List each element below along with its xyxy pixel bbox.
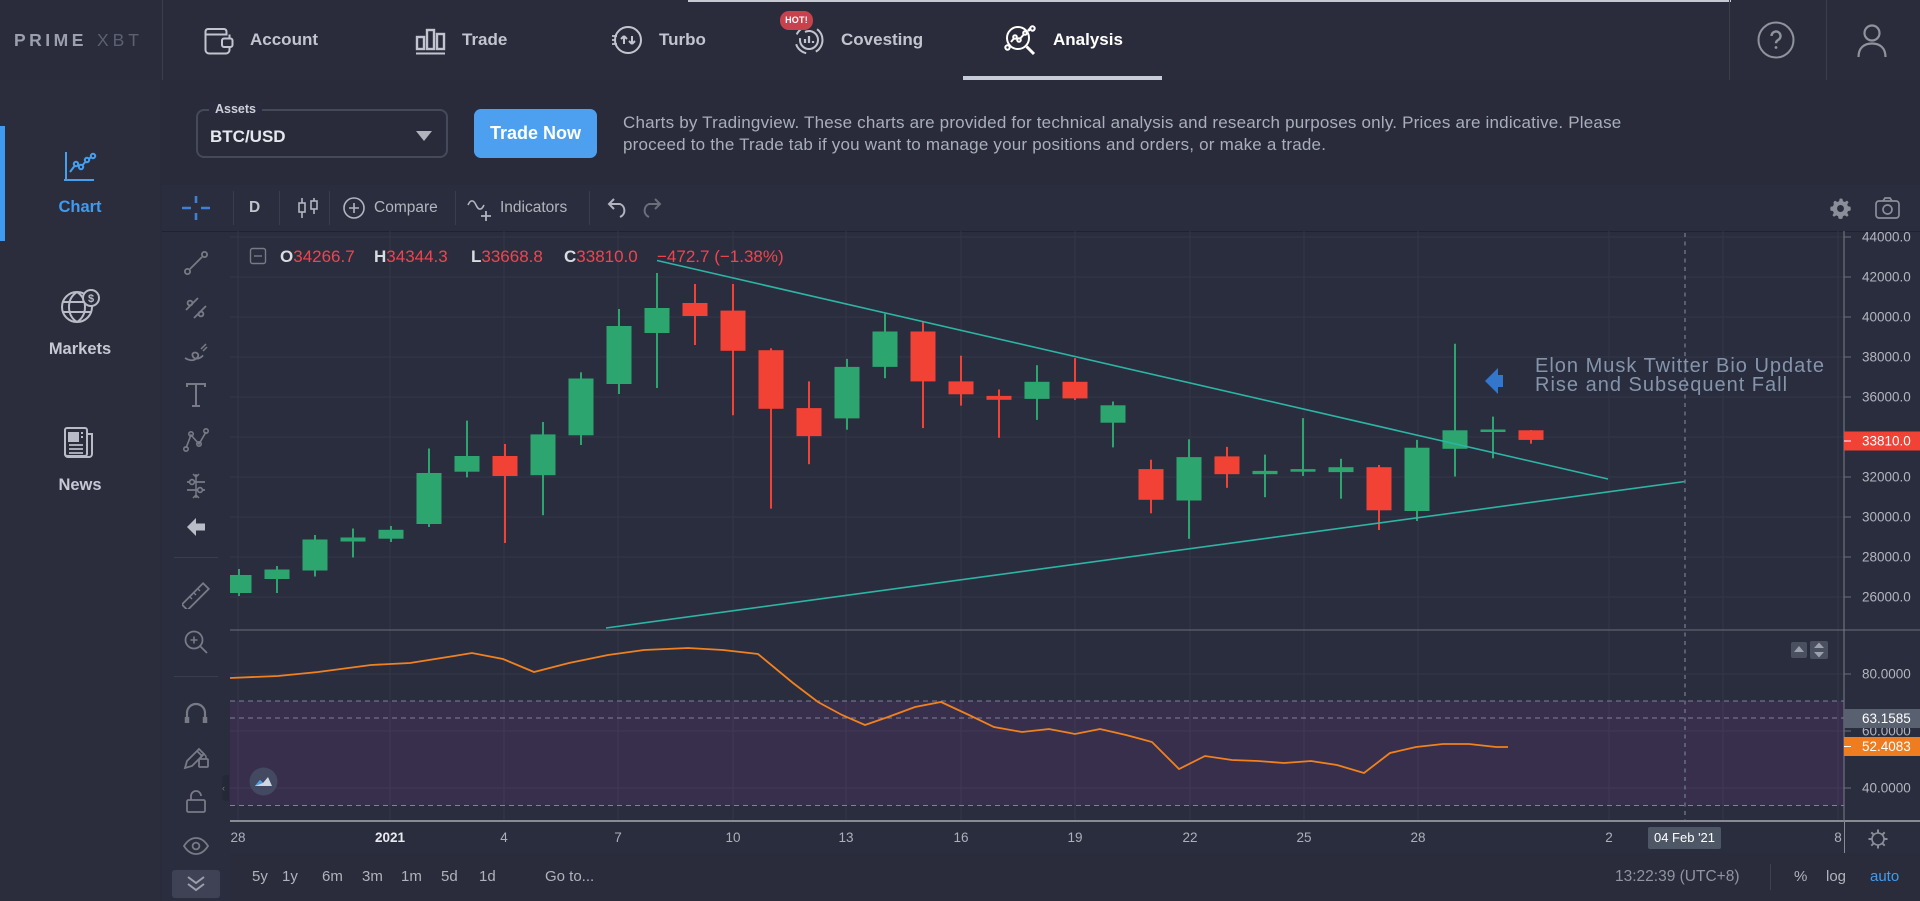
svg-text:32000.0: 32000.0 xyxy=(1862,470,1911,485)
svg-text:80.0000: 80.0000 xyxy=(1862,667,1911,682)
svg-text:33810.0: 33810.0 xyxy=(1862,434,1911,449)
svg-text:26000.0: 26000.0 xyxy=(1862,590,1911,605)
svg-text:Elon Musk Twitter Bio Update: Elon Musk Twitter Bio Update xyxy=(1535,355,1825,377)
svg-text:L33668.8: L33668.8 xyxy=(471,247,543,266)
svg-text:36000.0: 36000.0 xyxy=(1862,390,1911,405)
svg-text:C33810.0: C33810.0 xyxy=(564,247,638,266)
svg-text:63.1585: 63.1585 xyxy=(1862,711,1911,726)
svg-text:52.4083: 52.4083 xyxy=(1862,739,1911,754)
svg-text:O34266.7: O34266.7 xyxy=(280,247,355,266)
svg-text:H34344.3: H34344.3 xyxy=(374,247,448,266)
svg-text:Rise and Subsequent Fall: Rise and Subsequent Fall xyxy=(1535,374,1788,396)
svg-text:40.0000: 40.0000 xyxy=(1862,781,1911,796)
svg-text:−472.7 (−1.38%): −472.7 (−1.38%) xyxy=(657,247,784,266)
svg-text:40000.0: 40000.0 xyxy=(1862,310,1911,325)
svg-text:30000.0: 30000.0 xyxy=(1862,510,1911,525)
svg-text:44000.0: 44000.0 xyxy=(1862,231,1911,245)
svg-text:$: $ xyxy=(88,293,94,305)
svg-text:38000.0: 38000.0 xyxy=(1862,350,1911,365)
svg-text:28000.0: 28000.0 xyxy=(1862,550,1911,565)
svg-text:42000.0: 42000.0 xyxy=(1862,270,1911,285)
